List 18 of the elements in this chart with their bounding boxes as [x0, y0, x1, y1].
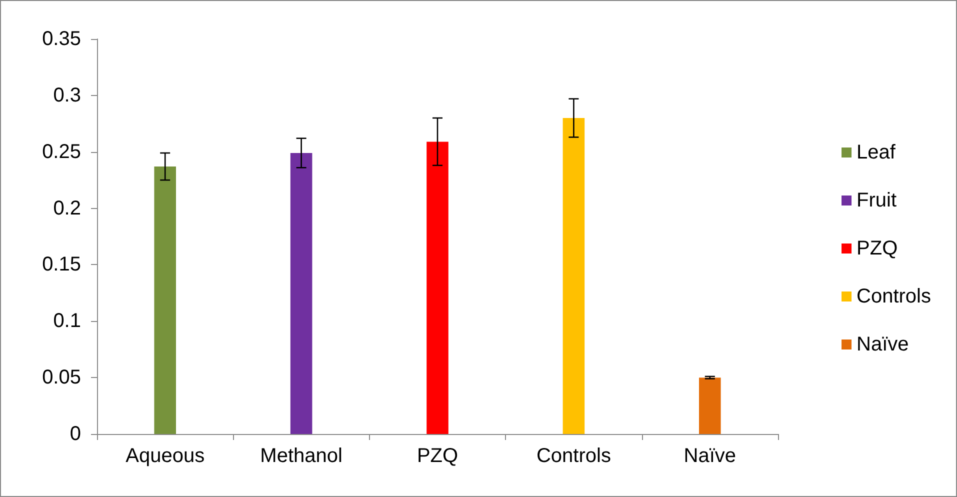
x-tick-label: Controls: [536, 445, 611, 467]
legend-label: Naïve: [856, 334, 909, 356]
x-tick-label: Naïve: [684, 445, 736, 467]
legend-label: Controls: [856, 286, 932, 308]
y-tick-label: 0.05: [42, 366, 81, 389]
x-tick-label: Methanol: [260, 445, 342, 467]
y-tick-label: 0.1: [53, 310, 81, 332]
y-tick-label: 0.25: [42, 140, 81, 163]
legend-label: PZQ: [856, 238, 898, 260]
y-tick-label: 0.2: [53, 197, 81, 220]
legend-label: Leaf: [856, 142, 896, 164]
legend-label: Fruit: [856, 190, 897, 212]
y-tick-label: 0.15: [42, 254, 81, 276]
y-tick-label: 0: [70, 423, 81, 445]
y-tick-label: 0.3: [53, 84, 81, 106]
x-tick-label: Aqueous: [126, 445, 205, 467]
y-tick-label: 0.35: [42, 28, 81, 50]
x-tick-label: PZQ: [416, 445, 458, 467]
